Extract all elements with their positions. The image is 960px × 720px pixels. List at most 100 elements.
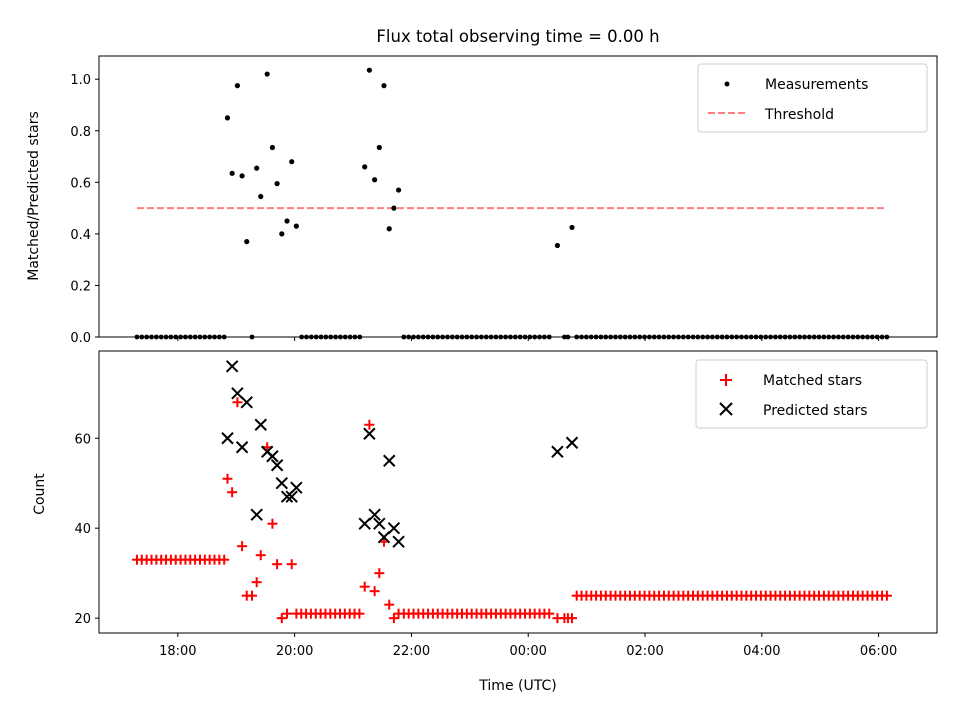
chart-title: Flux total observing time = 0.00 h <box>376 27 659 46</box>
predicted-point <box>290 481 303 494</box>
measurement-point <box>239 173 245 179</box>
predicted-point <box>551 445 564 458</box>
measurement-point <box>229 170 235 176</box>
bottom-ytick-label: 20 <box>74 612 91 627</box>
measurement-point <box>372 177 378 183</box>
matched-point <box>388 613 399 624</box>
top-ylabel: Matched/Predicted stars <box>26 111 42 281</box>
bottom-ytick-label: 60 <box>74 432 91 447</box>
measurement-point <box>381 83 387 89</box>
measurement-point <box>279 231 285 237</box>
matched-point <box>251 577 262 588</box>
matched-point <box>247 590 258 601</box>
matched-point <box>282 608 293 619</box>
top-ytick-label: 0.0 <box>70 331 91 346</box>
matched-point <box>567 613 578 624</box>
bottom-xtick-label: 00:00 <box>509 644 546 659</box>
legend-measurements: Measurements <box>765 77 868 93</box>
matched-point <box>364 419 375 430</box>
top-axes-frame <box>98 55 938 338</box>
predicted-legend-marker <box>719 402 733 416</box>
measurement-point <box>284 218 290 224</box>
measurement-point <box>569 224 575 231</box>
measurement-point <box>258 193 264 200</box>
predicted-point <box>280 490 294 503</box>
matched-point <box>227 487 238 498</box>
measurement-point <box>386 226 392 232</box>
bottom-ytick-label: 40 <box>74 522 91 537</box>
measurement-point <box>289 159 295 165</box>
matched-point <box>286 559 297 570</box>
bottom-xtick-label: 20:00 <box>276 644 313 659</box>
bottom-xlabel: Time (UTC) <box>478 678 556 694</box>
top-ytick-label: 1.0 <box>70 73 91 88</box>
matched-point <box>544 608 555 619</box>
top-ytick-label: 0.8 <box>70 125 91 140</box>
matched-point <box>267 518 278 529</box>
measurement-point <box>264 71 270 77</box>
predicted-point <box>387 521 401 535</box>
matched-point <box>232 397 243 408</box>
predicted-point <box>250 508 263 521</box>
bottom-axes-frame <box>98 350 938 634</box>
top-ytick-label: 0.4 <box>70 228 91 243</box>
legend-predicted: Predicted stars <box>763 403 868 419</box>
matched-point <box>272 559 283 570</box>
predicted-point <box>392 535 405 548</box>
bottom-xtick-label: 04:00 <box>743 644 780 659</box>
top-ytick-label: 0.2 <box>70 279 91 294</box>
legend-threshold: Threshold <box>764 107 834 123</box>
predicted-point <box>373 517 386 530</box>
bottom-xtick-label: 02:00 <box>626 644 663 659</box>
bottom-legend: Matched stars Predicted stars <box>695 359 928 429</box>
matched-point <box>219 554 230 565</box>
matched-point <box>276 613 287 624</box>
top-ytick-label: 0.6 <box>70 176 91 191</box>
measurement-point <box>269 144 276 151</box>
measurement-legend-marker <box>724 81 730 87</box>
measurement-point <box>366 67 372 73</box>
matched-legend-marker <box>720 374 732 386</box>
measurement-point <box>362 164 368 170</box>
predicted-point <box>225 360 239 373</box>
predicted-point <box>221 432 234 445</box>
matched-point <box>881 590 892 601</box>
predicted-point <box>240 396 253 409</box>
bottom-xtick-label: 06:00 <box>860 644 897 659</box>
measurement-point <box>234 83 241 89</box>
predicted-point <box>565 436 579 449</box>
matched-point <box>255 550 266 561</box>
bottom-ylabel: Count <box>32 473 48 515</box>
predicted-point <box>266 450 279 463</box>
predicted-point <box>254 418 267 431</box>
measurement-point <box>554 242 561 249</box>
matched-point <box>393 608 404 619</box>
top-panel: Matched/Predicted stars 0.0 0.2 0.4 0.6 0.8 1… <box>26 55 938 346</box>
matched-point <box>354 608 365 619</box>
legend-matched: Matched stars <box>763 373 862 389</box>
predicted-point <box>270 459 284 472</box>
bottom-xtick-label: 18:00 <box>159 644 196 659</box>
top-legend: Measurements Threshold <box>697 63 928 133</box>
predicted-point <box>285 490 298 503</box>
matched-point <box>237 541 248 552</box>
measurement-point <box>244 239 250 245</box>
measurement-point <box>224 115 231 121</box>
matched-point <box>222 473 233 484</box>
predicted-point <box>383 454 396 467</box>
bottom-panel: Count Time (UTC) 20 40 60 18:00 20:00 22:00 00… <box>32 350 938 694</box>
matched-point <box>374 568 385 579</box>
predicted-point <box>235 441 249 454</box>
measurement-point <box>293 223 299 229</box>
predicted-point <box>363 427 376 440</box>
measurement-point <box>274 181 280 187</box>
measurement-point <box>254 165 260 171</box>
matched-point <box>359 581 370 592</box>
predicted-point <box>358 517 371 530</box>
predicted-point <box>275 477 288 490</box>
bottom-xtick-label: 22:00 <box>393 644 430 659</box>
predicted-point <box>377 530 391 544</box>
predicted-point <box>368 508 381 521</box>
predicted-point <box>231 387 244 400</box>
